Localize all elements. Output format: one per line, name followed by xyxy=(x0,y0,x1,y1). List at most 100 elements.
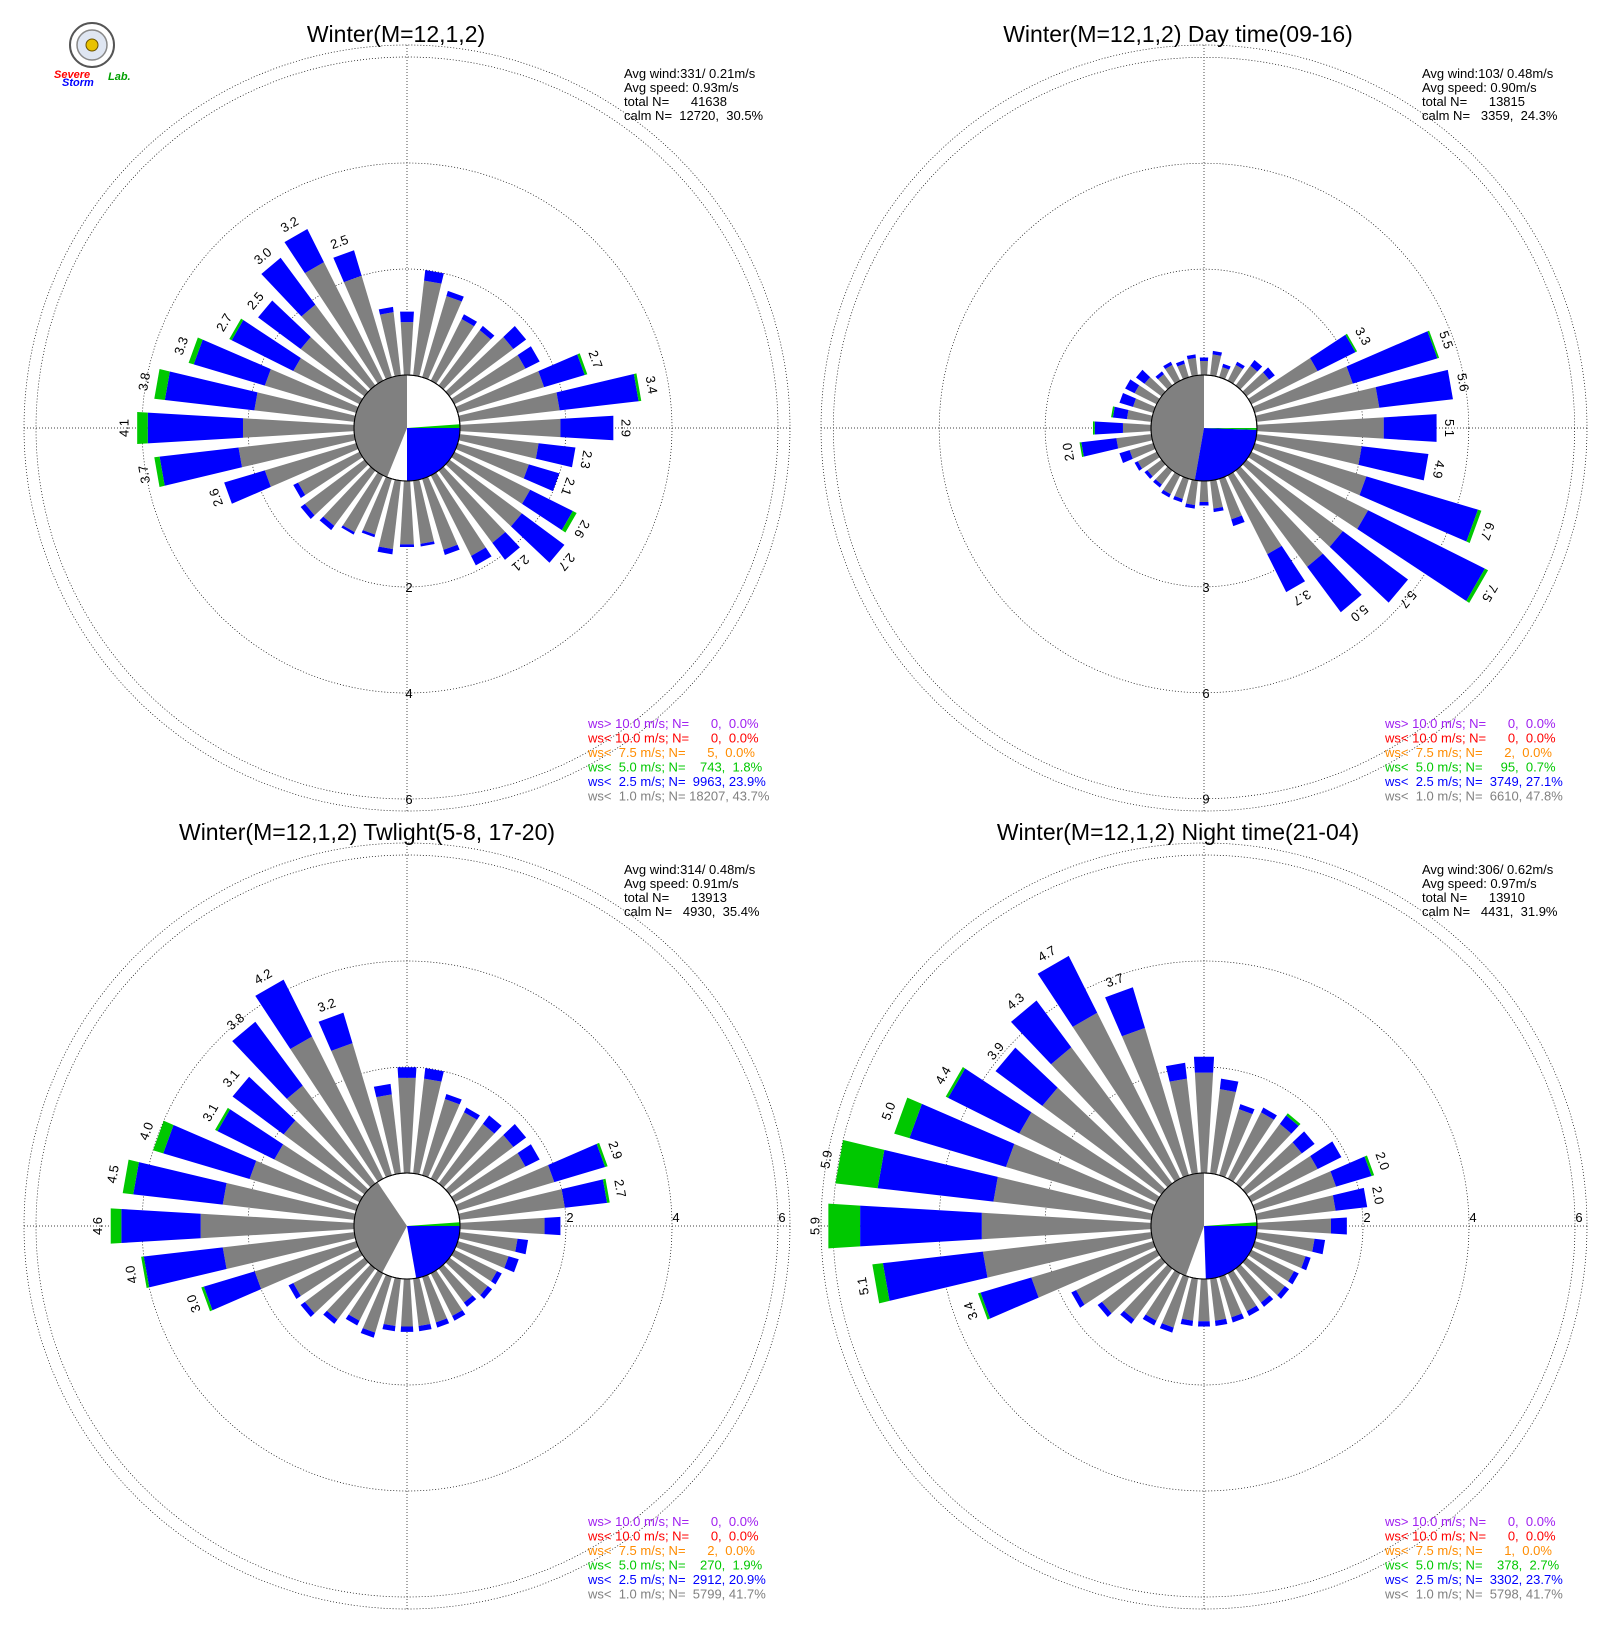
petal-segment-lt1 xyxy=(1248,358,1318,405)
petal-segment-lt1 xyxy=(238,434,356,468)
logo-seal-star xyxy=(85,38,99,52)
petal-segment-lt5 xyxy=(141,1256,150,1289)
petal-segment-lt5 xyxy=(137,411,148,445)
petal-segment-lt2_5 xyxy=(435,1318,450,1328)
legend-entry: ws< 7.5 m/s; N= 1, 0.0% xyxy=(1384,1543,1552,1558)
petal-segment-lt1 xyxy=(200,1213,355,1239)
petal-segment-lt1 xyxy=(458,1232,518,1252)
petal-segment-lt5 xyxy=(1286,1113,1301,1126)
petal-segment-lt2_5 xyxy=(1094,421,1123,435)
petal-segment-lt1 xyxy=(1242,372,1270,397)
petal-segment-lt2_5 xyxy=(373,1083,392,1098)
petal-segment-lt2_5 xyxy=(1165,1062,1187,1082)
grid-ring xyxy=(141,162,673,694)
grid-ring xyxy=(35,56,779,800)
petal-label: 5.5 xyxy=(1436,329,1456,351)
petal-segment-lt1 xyxy=(1252,366,1353,413)
petal-label: 4.4 xyxy=(932,1064,954,1087)
petal-label: 2.1 xyxy=(558,476,578,498)
petal-segment-lt2_5 xyxy=(300,1301,315,1318)
panels-layer: 2.7 3.4 2.9 2.3 2.1 2.6 2.7 2.1 2.6 3.7 4.1 3.8 3.3 2… xyxy=(23,21,1588,1610)
petal-segment-lt1 xyxy=(1126,410,1153,422)
petal-segment-lt1 xyxy=(1199,480,1209,502)
petal-segment-lt1 xyxy=(982,1232,1153,1278)
petal-segment-lt2_5 xyxy=(995,1047,1058,1106)
petal-segment-lt2_5 xyxy=(360,1328,376,1338)
petal-segment-lt1 xyxy=(1219,367,1230,380)
petal-segment-lt1 xyxy=(274,1144,363,1203)
petal-segment-lt1 xyxy=(1227,364,1243,384)
petal-label: 5.1 xyxy=(854,1276,872,1296)
petal-segment-lt2_5 xyxy=(1358,446,1429,481)
ring-tick-label: 6 xyxy=(1575,1210,1582,1225)
petals xyxy=(828,955,1375,1333)
petal-segment-lt1 xyxy=(451,355,526,405)
petal-label: 4.6 xyxy=(90,1217,105,1235)
legend-entry: ws< 1.0 m/s; N= 5799, 41.7% xyxy=(587,1587,766,1602)
petal-segment-lt1 xyxy=(343,275,392,380)
petal-segment-lt2_5 xyxy=(1173,496,1183,503)
petal-segment-lt2_5 xyxy=(1199,357,1209,362)
ring-tick-label: 2 xyxy=(405,580,412,595)
calm-sector-green xyxy=(407,1222,460,1226)
petal-segment-lt5 xyxy=(122,1159,139,1195)
petal-label: 2.9 xyxy=(619,419,634,437)
petal-segment-lt2_5 xyxy=(1277,1286,1290,1299)
petal-segment-lt1 xyxy=(290,1036,384,1182)
petal-segment-lt1 xyxy=(1137,451,1160,469)
grid-ring-outer xyxy=(23,44,791,812)
petal-segment-lt1 xyxy=(1169,1078,1198,1175)
petal-segment-lt2_5 xyxy=(377,546,393,555)
petal-label: 2.0 xyxy=(1369,1185,1387,1205)
petal-segment-lt1 xyxy=(298,451,363,496)
petal-segment-lt2_5 xyxy=(480,1286,493,1299)
petal-label: 2.5 xyxy=(244,289,267,312)
petal-segment-lt5 xyxy=(1079,442,1084,458)
panel-stat: total N= 13815 xyxy=(1422,94,1525,109)
petal-segment-lt2_5 xyxy=(261,257,316,317)
grid-ring xyxy=(938,960,1470,1492)
legend-entry: ws< 2.5 m/s; N= 2912, 20.9% xyxy=(587,1572,766,1587)
petal-label: 3.8 xyxy=(224,1010,247,1033)
legend-entry: ws< 1.0 m/s; N= 5798, 41.7% xyxy=(1384,1587,1563,1602)
petal-segment-lt2_5 xyxy=(1161,489,1171,498)
petal-segment-lt2_5 xyxy=(1180,1318,1194,1327)
petal-segment-lt2_5 xyxy=(319,516,335,531)
petal-segment-lt1 xyxy=(1255,1195,1336,1220)
calm-sector-gray xyxy=(1151,1173,1204,1276)
petal-segment-lt2_5 xyxy=(1260,1295,1274,1307)
petal-segment-lt2_5 xyxy=(341,525,355,535)
petal-segment-lt2_5 xyxy=(479,325,495,340)
petal-label: 2.6 xyxy=(571,518,593,541)
petal-segment-lt5 xyxy=(1111,406,1115,418)
legend-entry: ws> 10.0 m/s; N= 0, 0.0% xyxy=(587,1514,759,1529)
calm-circle-border xyxy=(353,374,461,482)
petal-segment-lt2_5 xyxy=(424,270,444,284)
petal-segment-lt2_5 xyxy=(515,1238,529,1255)
petal-segment-lt1 xyxy=(445,1257,488,1296)
petal-segment-lt1 xyxy=(379,312,401,377)
petal-segment-lt2_5 xyxy=(397,1067,417,1078)
petal-segment-lt5 xyxy=(1427,330,1440,359)
panel-stat: Avg wind:331/ 0.21m/s xyxy=(624,66,756,81)
petal-segment-lt1 xyxy=(445,459,522,527)
petal-segment-lt5 xyxy=(1093,421,1095,435)
panel-title: Winter(M=12,1,2) Twlight(5-8, 17-20) xyxy=(179,819,555,845)
petal-label: 4.0 xyxy=(122,1264,140,1284)
petal-label: 3.4 xyxy=(643,375,661,395)
legend-entry: ws< 10.0 m/s; N= 0, 0.0% xyxy=(1384,731,1556,746)
grid-ring-outer xyxy=(23,842,791,1610)
petal-segment-lt5 xyxy=(561,511,577,533)
petal-segment-lt1 xyxy=(1121,1027,1189,1178)
ring-tick-label: 6 xyxy=(778,1210,785,1225)
petal-segment-lt2_5 xyxy=(1212,350,1222,356)
petal-segment-lt2_5 xyxy=(1159,1323,1174,1333)
legend-entry: ws< 10.0 m/s; N= 0, 0.0% xyxy=(587,731,759,746)
petal-segment-lt2_5 xyxy=(1213,506,1224,513)
petal-label: 3.7 xyxy=(1103,970,1125,990)
petal-label: 2.7 xyxy=(555,550,578,573)
wind-rose-panel: 2.7 3.4 2.9 2.3 2.1 2.6 2.7 2.1 2.6 3.7 4.1 3.8 3.3 2… xyxy=(23,21,791,812)
grid-ring xyxy=(1044,268,1364,588)
petal-segment-lt1 xyxy=(378,479,401,550)
grid-ring xyxy=(832,57,1575,799)
